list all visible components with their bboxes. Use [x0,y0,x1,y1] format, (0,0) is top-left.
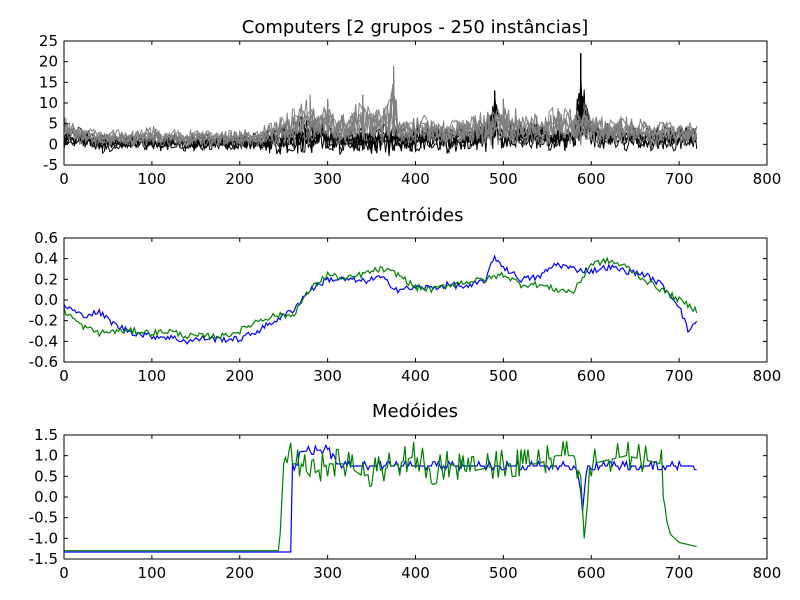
x-tick-label: 200 [225,564,254,582]
y-tick-label: 0.5 [34,467,58,485]
panel-computers: Computers [2 grupos - 250 instâncias] 0 1… [39,17,781,188]
series-line [64,441,697,552]
x-tick-label: 500 [489,367,518,385]
y-tick-label: -0.5 [29,509,58,527]
series-group [64,53,698,156]
y-tick-label: 0.0 [34,488,58,506]
x-tick-label: 100 [138,367,167,385]
x-tick-label: 100 [138,170,167,188]
y-tick-label: -0.6 [29,353,58,371]
plot-area [63,40,768,166]
x-tick-label: 600 [577,564,606,582]
x-tick-label: 0 [59,170,69,188]
series-line [64,65,698,149]
y-tick-label: 20 [39,53,58,71]
series-line [64,443,697,553]
x-tick-label: 400 [401,367,430,385]
y-tick-label: 10 [39,94,58,112]
y-axis: -5 0 5 10 15 20 25 [39,32,767,174]
y-tick-label: 0.0 [34,291,58,309]
y-tick-label: 1.0 [34,447,58,465]
x-tick-label: 700 [665,367,694,385]
x-tick-label: 700 [665,564,694,582]
plot-area [63,434,768,560]
y-tick-label: -1.0 [29,529,58,547]
x-axis: 0 100 200 300 400 500 600 700 800 [59,238,781,385]
y-tick-label: -1.5 [29,550,58,568]
y-tick-label: -0.4 [29,332,58,350]
x-tick-label: 300 [313,564,342,582]
x-axis: 0 100 200 300 400 500 600 700 800 [59,435,781,582]
series-group [64,441,697,553]
x-tick-label: 200 [225,170,254,188]
y-tick-label: 1.5 [34,426,58,444]
x-tick-label: 500 [489,170,518,188]
chart-title: Centróides [366,205,463,226]
series-line [64,254,698,345]
x-axis: 0 100 200 300 400 500 600 700 800 [59,41,781,188]
y-tick-label: -0.2 [29,312,58,330]
panel-centroides: Centróides 0 100 200 300 400 500 600 700 800 -0.… [29,205,782,385]
y-tick-label: 0.6 [34,229,58,247]
chart-title: Computers [2 grupos - 250 instâncias] [242,17,588,38]
chart-title: Medóides [372,401,458,422]
y-axis: -1.5 -1.0 -0.5 0.0 0.5 1.0 1.5 [29,426,767,568]
x-tick-label: 300 [313,170,342,188]
y-tick-label: 15 [39,73,58,91]
y-axis: -0.6 -0.4 -0.2 0.0 0.2 0.4 0.6 [29,229,767,371]
x-tick-label: 0 [59,367,69,385]
y-tick-label: -5 [43,156,58,174]
x-tick-label: 800 [753,367,782,385]
plot-frame [63,237,768,363]
x-tick-label: 200 [225,367,254,385]
y-tick-label: 25 [39,32,58,50]
x-tick-label: 800 [753,564,782,582]
y-tick-label: 5 [48,115,58,133]
series-line [64,256,698,341]
x-tick-label: 500 [489,564,518,582]
x-tick-label: 0 [59,564,69,582]
x-tick-label: 600 [577,170,606,188]
series-group [64,254,698,345]
x-tick-label: 400 [401,170,430,188]
x-tick-label: 100 [138,564,167,582]
plot-area [63,237,768,363]
x-tick-label: 700 [665,170,694,188]
x-tick-label: 300 [313,367,342,385]
x-tick-label: 400 [401,564,430,582]
y-tick-label: 0.4 [34,250,58,268]
x-tick-label: 600 [577,367,606,385]
panel-medoides: Medóides 0 100 200 300 400 500 600 700 800 -1.5-… [29,401,782,582]
x-tick-label: 800 [753,170,782,188]
y-tick-label: 0 [48,135,58,153]
y-tick-label: 0.2 [34,270,58,288]
